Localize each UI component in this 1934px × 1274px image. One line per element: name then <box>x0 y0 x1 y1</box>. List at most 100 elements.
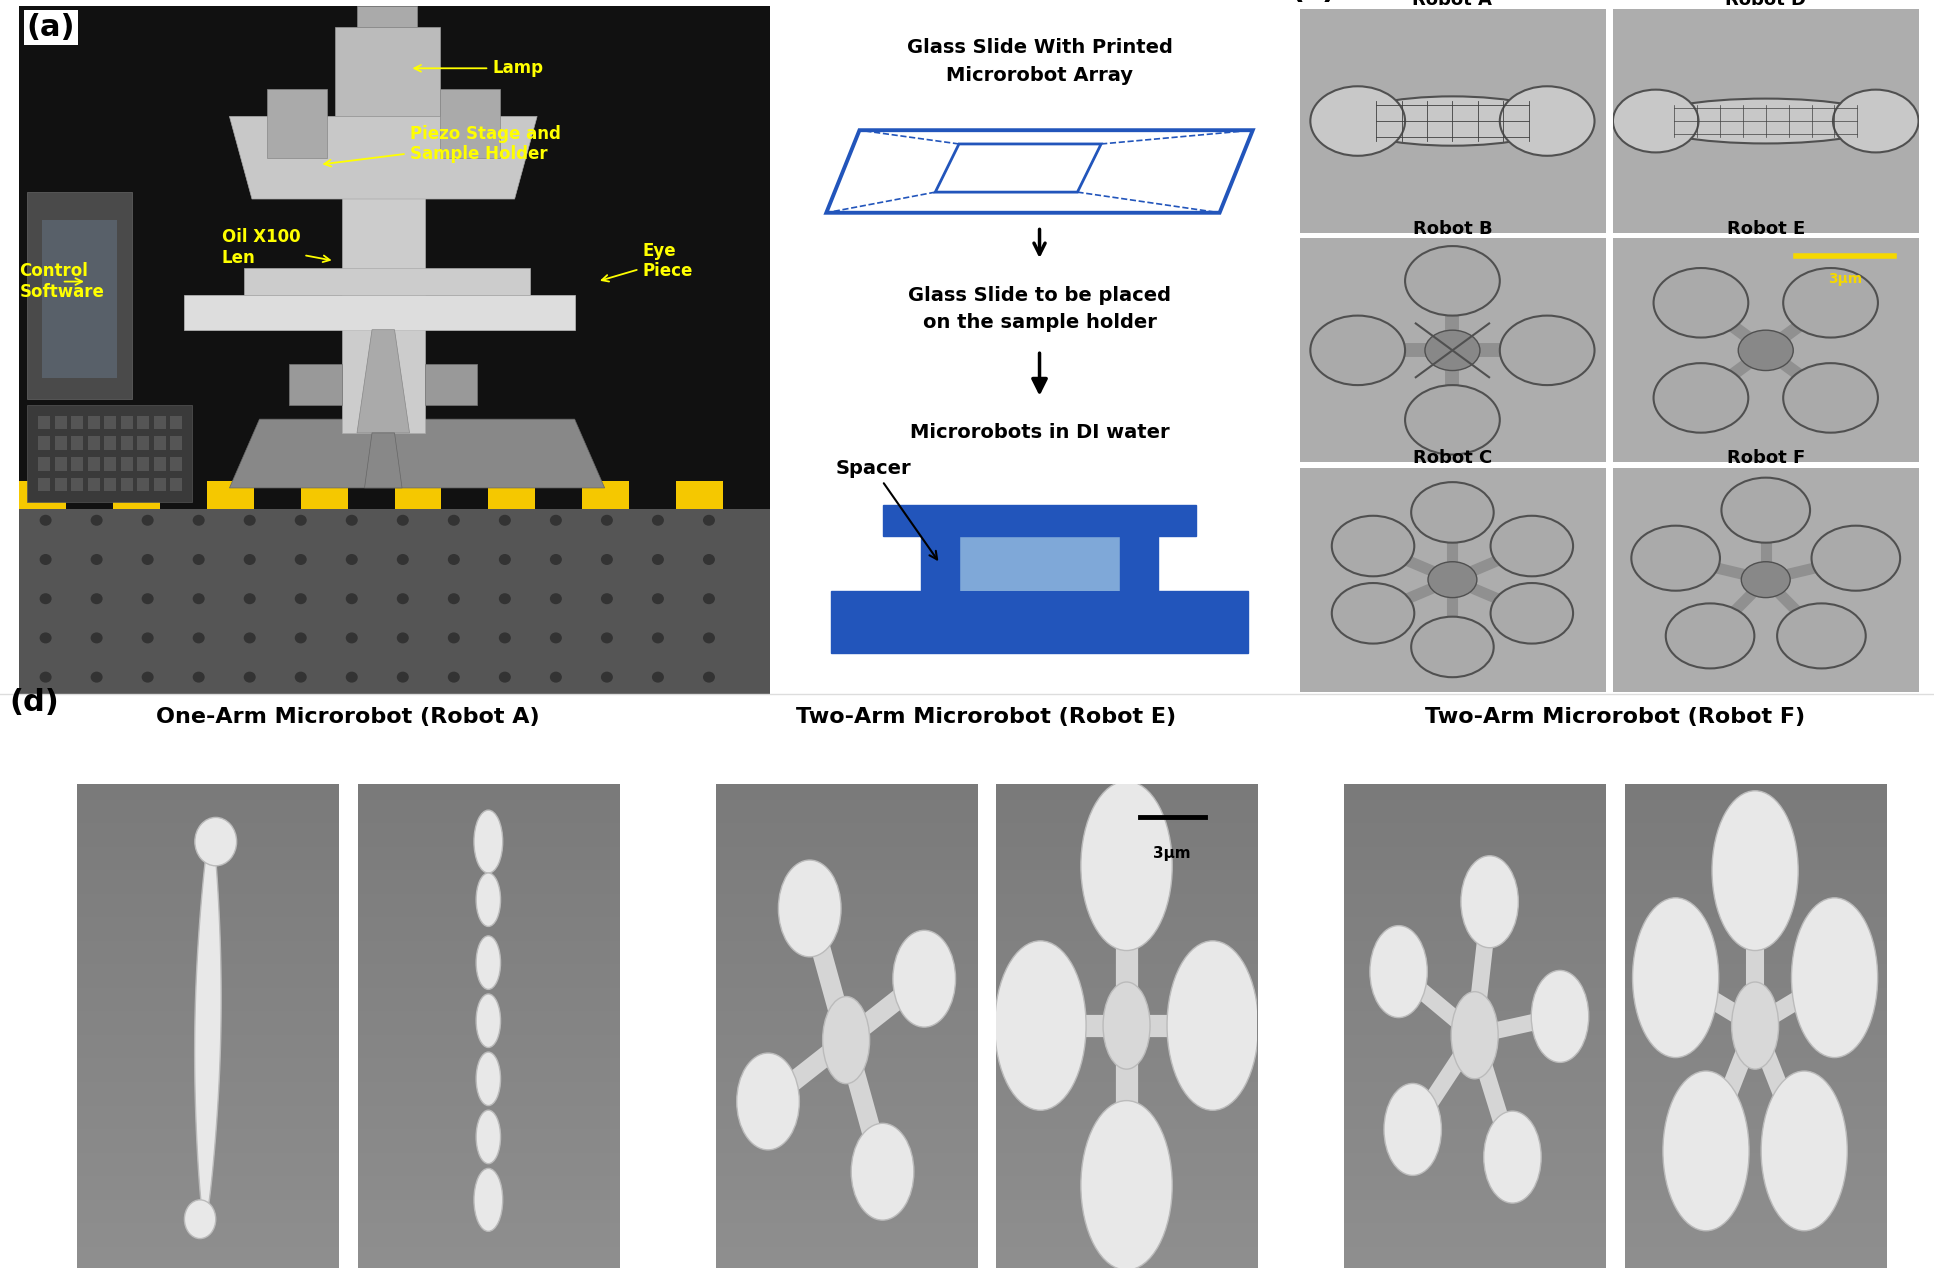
Bar <box>153 478 166 492</box>
Circle shape <box>1613 89 1698 153</box>
Bar <box>104 415 116 429</box>
Bar <box>153 457 166 470</box>
Circle shape <box>449 671 460 683</box>
Bar <box>19 482 66 508</box>
Ellipse shape <box>1369 926 1427 1018</box>
Bar <box>54 415 66 429</box>
Ellipse shape <box>777 860 841 957</box>
Circle shape <box>193 632 205 643</box>
Text: Two-Arm Microrobot (Robot F): Two-Arm Microrobot (Robot F) <box>1425 707 1804 727</box>
Circle shape <box>601 594 613 604</box>
Ellipse shape <box>195 818 236 866</box>
Polygon shape <box>358 330 410 433</box>
Circle shape <box>601 671 613 683</box>
Bar <box>170 478 182 492</box>
Circle shape <box>1499 87 1594 155</box>
Bar <box>39 436 50 450</box>
Bar <box>629 482 677 508</box>
Circle shape <box>1333 583 1414 643</box>
Bar <box>87 415 101 429</box>
Bar <box>27 192 132 399</box>
Ellipse shape <box>476 936 501 990</box>
Bar <box>425 364 478 405</box>
Circle shape <box>1812 526 1899 591</box>
Circle shape <box>1663 1071 1748 1231</box>
Circle shape <box>1632 898 1719 1057</box>
Title: Robot F: Robot F <box>1727 450 1804 468</box>
Bar <box>87 436 101 450</box>
Circle shape <box>499 515 511 526</box>
Circle shape <box>193 515 205 526</box>
Bar <box>487 482 536 508</box>
Circle shape <box>1412 482 1493 543</box>
Polygon shape <box>364 433 402 488</box>
Circle shape <box>346 671 358 683</box>
Circle shape <box>601 515 613 526</box>
Circle shape <box>1166 940 1259 1110</box>
Circle shape <box>1665 604 1754 669</box>
Bar <box>39 478 50 492</box>
Circle shape <box>1833 89 1919 153</box>
Bar <box>39 415 50 429</box>
Bar <box>335 27 439 116</box>
Circle shape <box>652 632 663 643</box>
Bar <box>153 436 166 450</box>
Bar <box>137 415 149 429</box>
Circle shape <box>549 554 563 564</box>
Circle shape <box>702 594 716 604</box>
Circle shape <box>244 554 255 564</box>
Circle shape <box>1712 791 1799 950</box>
Circle shape <box>1783 363 1878 433</box>
Bar <box>536 482 582 508</box>
Circle shape <box>396 632 408 643</box>
Circle shape <box>549 515 563 526</box>
Bar <box>244 268 530 296</box>
Polygon shape <box>230 419 605 488</box>
Circle shape <box>244 515 255 526</box>
Circle shape <box>91 594 103 604</box>
Bar <box>104 457 116 470</box>
Bar <box>170 436 182 450</box>
Circle shape <box>346 594 358 604</box>
Title: Robot A: Robot A <box>1412 0 1493 9</box>
Text: 3μm: 3μm <box>1828 271 1862 285</box>
Circle shape <box>396 515 408 526</box>
Title: Robot B: Robot B <box>1412 220 1493 238</box>
Circle shape <box>1311 316 1406 385</box>
Circle shape <box>39 632 52 643</box>
Bar <box>441 482 487 508</box>
Circle shape <box>702 632 716 643</box>
Bar <box>120 436 133 450</box>
Bar <box>348 482 395 508</box>
Circle shape <box>91 515 103 526</box>
Circle shape <box>1721 478 1810 543</box>
Circle shape <box>396 554 408 564</box>
Bar <box>72 436 83 450</box>
Bar <box>87 457 101 470</box>
Bar <box>120 478 133 492</box>
Circle shape <box>39 671 52 683</box>
Bar <box>137 457 149 470</box>
Text: Glass Slide With Printed: Glass Slide With Printed <box>907 38 1172 57</box>
Bar <box>395 482 441 508</box>
Bar <box>832 591 1247 654</box>
Circle shape <box>549 671 563 683</box>
Circle shape <box>346 554 358 564</box>
Circle shape <box>702 554 716 564</box>
Circle shape <box>601 632 613 643</box>
Circle shape <box>294 632 308 643</box>
Ellipse shape <box>1346 97 1559 145</box>
Circle shape <box>141 594 153 604</box>
Bar <box>302 482 348 508</box>
Circle shape <box>499 632 511 643</box>
Circle shape <box>1412 617 1493 678</box>
Bar <box>19 488 770 694</box>
Circle shape <box>652 554 663 564</box>
Circle shape <box>396 671 408 683</box>
Circle shape <box>1762 1071 1847 1231</box>
Title: Robot D: Robot D <box>1725 0 1806 9</box>
Circle shape <box>193 554 205 564</box>
Bar <box>253 482 302 508</box>
Circle shape <box>1406 246 1499 316</box>
Text: Spacer: Spacer <box>835 459 938 559</box>
